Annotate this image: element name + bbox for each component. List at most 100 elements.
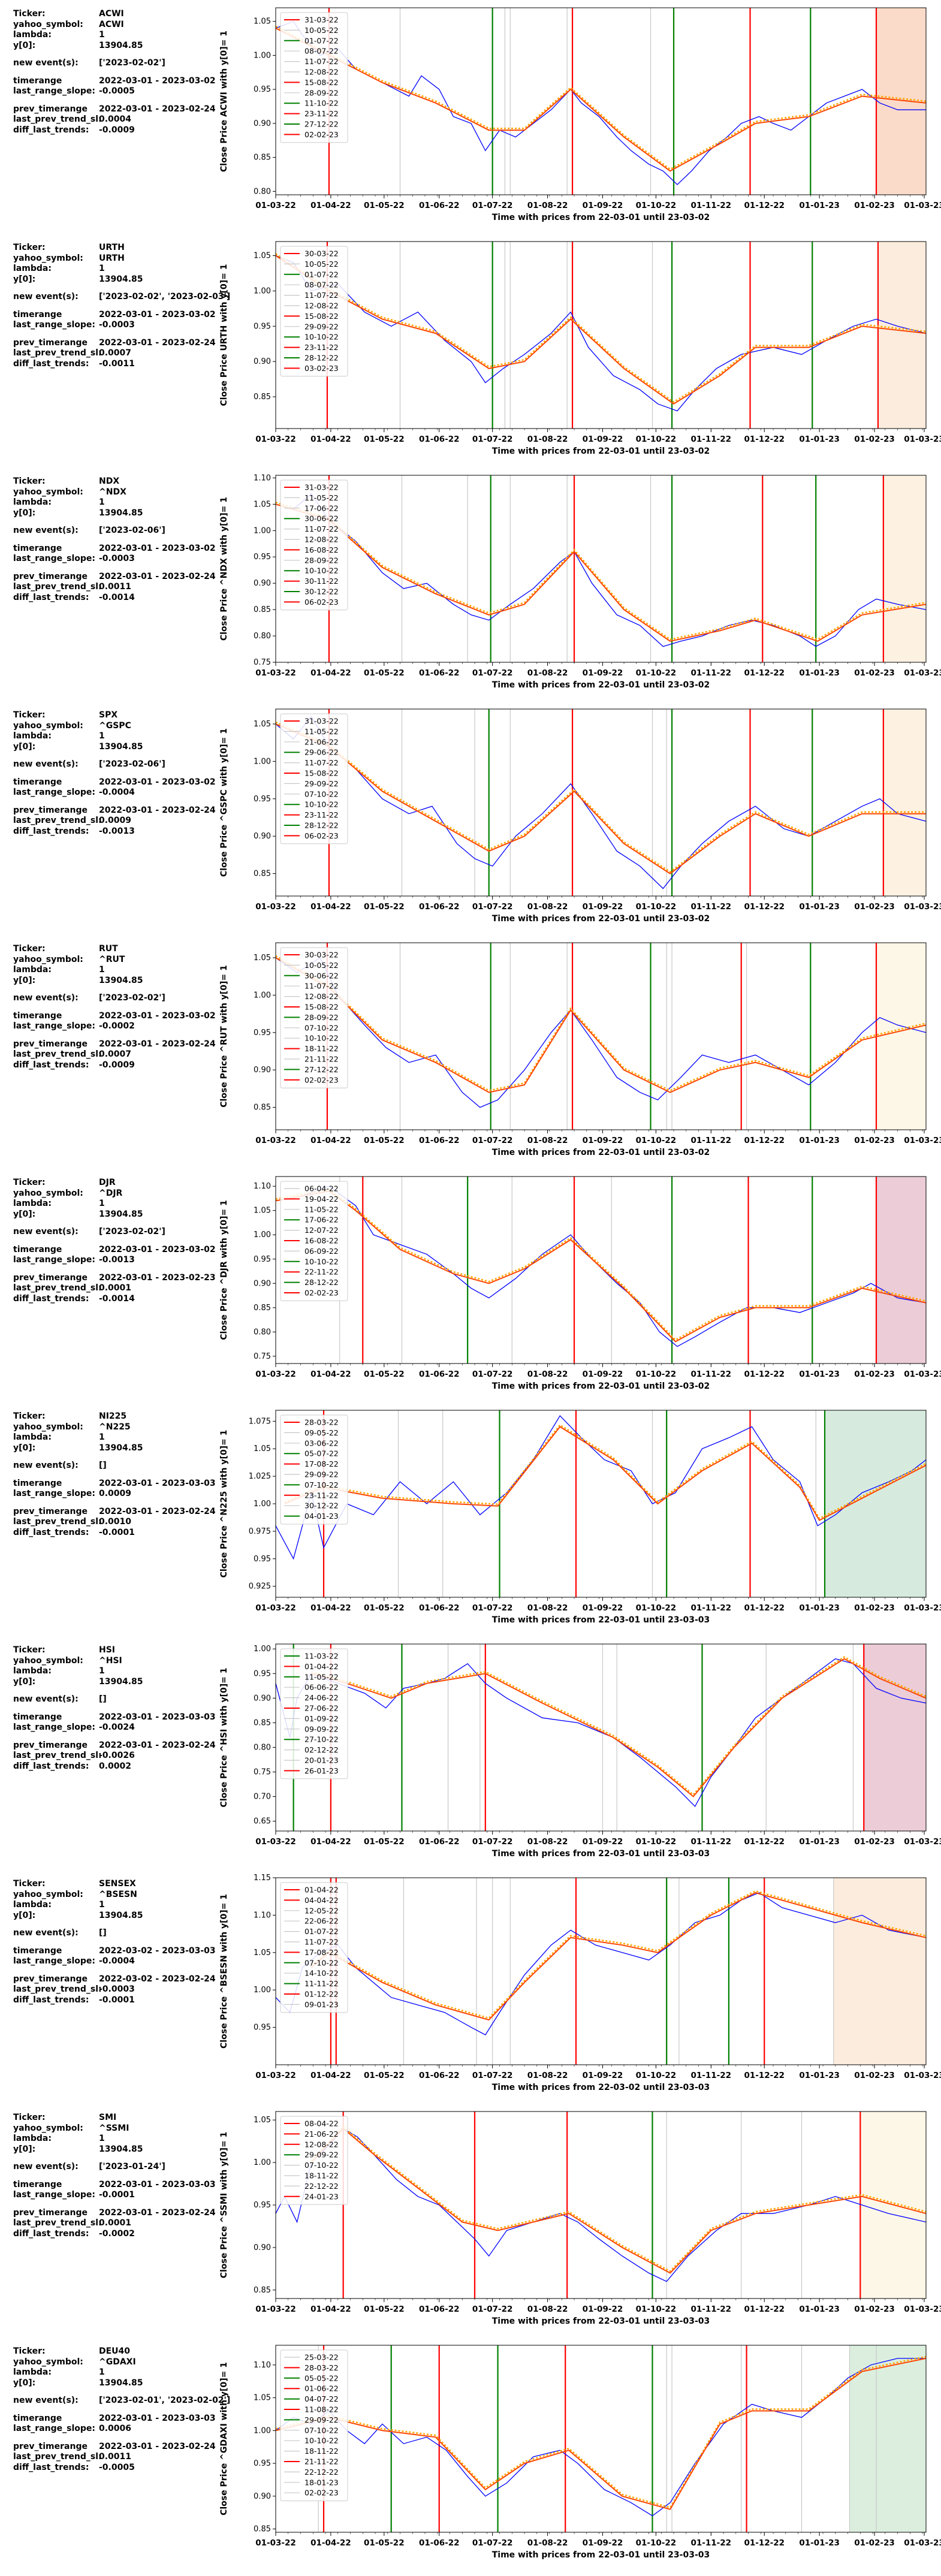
plot-frame xyxy=(275,1643,927,1832)
info-row-diff-last-trends: diff_last_trends: -0.0001 xyxy=(13,1528,217,1539)
legend-label: 01-12-22 xyxy=(304,1990,339,1999)
info-label: timerange xyxy=(13,1945,62,1956)
info-label: new event(s): xyxy=(13,1928,79,1938)
info-row-last-prev-trend-sl: last_prev_trend_sl: 0.0001 xyxy=(13,2218,217,2229)
info-value: 2022-03-01 - 2023-03-02 xyxy=(99,309,216,319)
info-row-diff-last-trends: diff_last_trends: -0.0013 xyxy=(13,827,217,837)
info-value: URTH xyxy=(99,243,125,252)
info-label: new event(s): xyxy=(13,759,79,769)
x-tick-label: 01-08-22 xyxy=(527,2071,568,2080)
info-label: prev_timerange xyxy=(13,337,88,348)
x-tick-label: 01-04-22 xyxy=(310,2304,351,2314)
x-tick-label: 01-06-22 xyxy=(419,1370,460,1379)
legend-label: 11-07-22 xyxy=(304,1938,339,1947)
info-value: 2022-03-01 - 2023-02-24 xyxy=(99,2441,216,2451)
legend-label: 28-12-22 xyxy=(304,821,339,830)
info-label: timerange xyxy=(13,309,62,319)
info-label: last_range_slope: xyxy=(13,86,95,96)
y-tick-label: 0.90 xyxy=(254,1694,271,1703)
x-tick-label: 01-03-22 xyxy=(255,1603,296,1613)
y-axis-label: Close Price ^RUT with y[0]= 1 xyxy=(219,965,229,1108)
info-row-yahoo-symbol: yahoo_symbol: ^SSMI xyxy=(13,2123,217,2134)
info-label: diff_last_trends: xyxy=(13,125,89,135)
x-tick-label: 01-02-23 xyxy=(854,668,895,678)
x-tick-label: 01-09-22 xyxy=(583,1370,623,1379)
x-tick-label: 01-09-22 xyxy=(583,1837,623,1847)
x-axis-label: Time with prices from 22-03-01 until 23-… xyxy=(492,2316,710,2326)
y-tick-label: 0.95 xyxy=(254,1669,271,1678)
x-tick-label: 01-05-22 xyxy=(364,2071,405,2080)
info-label: y[0]: xyxy=(13,274,36,284)
legend-label: 21-06-22 xyxy=(304,737,339,746)
info-value: -0.0001 xyxy=(99,1527,135,1537)
x-tick-label: 01-06-22 xyxy=(419,902,460,912)
info-label: new event(s): xyxy=(13,1694,79,1704)
info-row-ticker: Ticker: RUT xyxy=(13,944,217,955)
x-tick-label: 01-01-23 xyxy=(799,902,840,912)
x-axis-label: Time with prices from 22-03-01 until 23-… xyxy=(492,2550,710,2560)
legend-label: 22-12-22 xyxy=(304,2182,339,2191)
x-axis-label: Time with prices from 22-03-01 until 23-… xyxy=(492,1148,710,1157)
info-value: 13904.85 xyxy=(99,1910,143,1920)
price-line xyxy=(275,1658,927,1807)
info-row-ticker: Ticker: DEU40 xyxy=(13,2346,217,2357)
info-value: -0.0014 xyxy=(99,592,135,602)
trend-line xyxy=(275,1190,927,1343)
line-chart: 0.85 0.90 0.95 1.00 1.05 01-03-22 01-04-22 01-0… xyxy=(219,708,941,924)
info-row-new-events: new event(s): ['2023-02-06'] xyxy=(13,526,217,536)
info-row-last-range-slope: last_range_slope: 0.0009 xyxy=(13,1489,217,1500)
info-value: -0.0011 xyxy=(99,358,135,369)
info-value: ^N225 xyxy=(99,1422,131,1432)
info-label: last_prev_trend_sl: xyxy=(13,582,102,592)
info-row-ticker: Ticker: NDX xyxy=(13,476,217,487)
chart-panel: Ticker: ACWI yahoo_symbol: ACWI lambda: 1 y[0]… xyxy=(0,3,941,237)
chart-panel: Ticker: NI225 yahoo_symbol: ^N225 lambda: 1 y[… xyxy=(0,1405,941,1639)
info-value: ^BSESN xyxy=(99,1889,137,1899)
info-label: yahoo_symbol: xyxy=(13,1188,83,1198)
x-tick-label: 01-06-22 xyxy=(419,1136,460,1145)
info-label: last_prev_trend_sl: xyxy=(13,1283,102,1293)
info-label: Ticker: xyxy=(13,476,46,486)
legend-label: 07-10-22 xyxy=(304,789,339,798)
y-axis-label: Close Price ACWI with y[0]= 1 xyxy=(219,31,229,172)
legend-label: 20-01-23 xyxy=(304,1756,339,1765)
y-axis-label: Close Price ^N225 with y[0]= 1 xyxy=(219,1430,229,1578)
info-value: SENSEX xyxy=(99,1879,136,1889)
legend-label: 03-02-23 xyxy=(304,364,339,373)
y-tick-label: 0.85 xyxy=(254,153,271,162)
x-tick-label: 01-09-22 xyxy=(583,2071,623,2080)
x-tick-label: 01-01-23 xyxy=(799,1837,840,1847)
legend-label: 01-04-22 xyxy=(304,1662,339,1671)
info-value: ^DJR xyxy=(99,1188,123,1198)
legend-label: 21-11-22 xyxy=(304,2457,339,2466)
info-row-new-events: new event(s): [] xyxy=(13,1694,217,1705)
info-row-new-events: new event(s): ['2023-02-02'] xyxy=(13,993,217,1004)
info-value: -0.0013 xyxy=(99,826,135,836)
info-label: last_prev_trend_sl: xyxy=(13,114,102,124)
info-label: last_prev_trend_sl: xyxy=(13,348,102,358)
info-row-diff-last-trends: diff_last_trends: -0.0001 xyxy=(13,1995,217,2006)
legend-label: 12-07-22 xyxy=(304,1226,339,1235)
info-label: lambda: xyxy=(13,497,52,507)
legend-label: 16-08-22 xyxy=(304,545,339,554)
info-row-last-range-slope: last_range_slope: -0.0003 xyxy=(13,320,217,331)
trend-line-dotted xyxy=(275,2355,927,2509)
x-tick-label: 01-05-22 xyxy=(364,435,405,444)
y-tick-label: 0.85 xyxy=(254,1718,271,1727)
info-value: 2022-03-01 - 2023-02-24 xyxy=(99,2207,216,2218)
info-row-new-events: new event(s): ['2023-02-02'] xyxy=(13,58,217,69)
info-value: -0.0002 xyxy=(99,1021,135,1031)
legend-label: 28-09-22 xyxy=(304,1013,339,1022)
info-value: ^SSMI xyxy=(99,2123,129,2133)
info-label: last_range_slope: xyxy=(13,1956,95,1966)
legend-label: 28-03-22 xyxy=(304,1418,339,1427)
info-label: timerange xyxy=(13,1244,62,1254)
info-label: lambda: xyxy=(13,1432,52,1442)
info-label: last_prev_trend_sl: xyxy=(13,2218,102,2228)
last-range-shade xyxy=(876,1177,926,1364)
x-tick-label: 01-04-22 xyxy=(310,2538,351,2548)
trend-line-dotted xyxy=(275,721,926,873)
